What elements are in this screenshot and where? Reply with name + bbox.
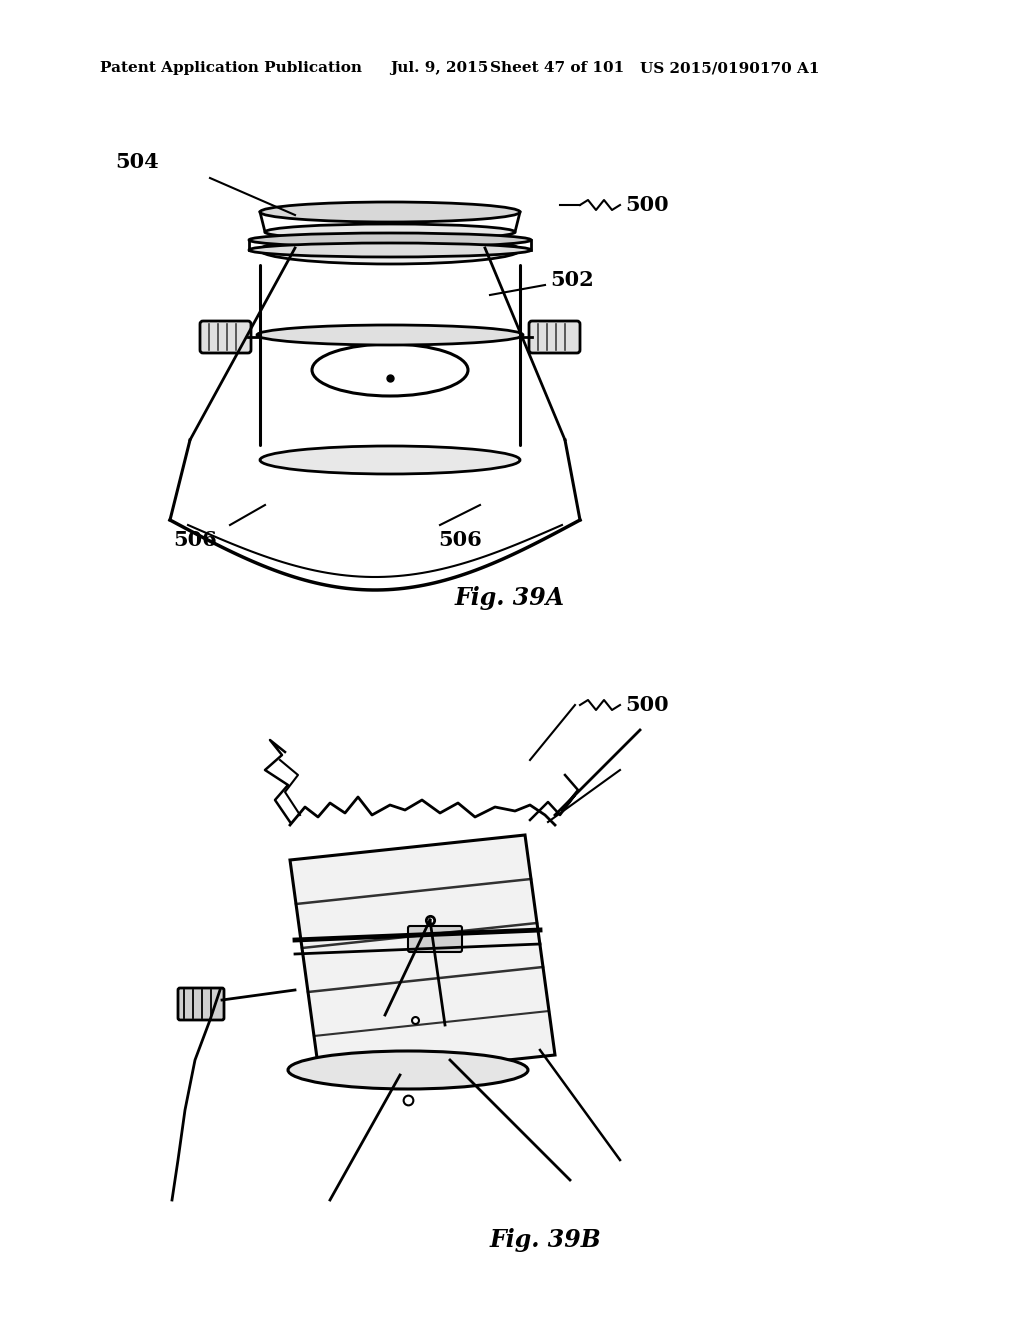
Polygon shape	[290, 836, 555, 1080]
FancyBboxPatch shape	[200, 321, 251, 352]
Ellipse shape	[260, 236, 520, 264]
Ellipse shape	[249, 234, 531, 247]
FancyBboxPatch shape	[178, 987, 224, 1020]
Ellipse shape	[265, 224, 515, 240]
Text: Sheet 47 of 101: Sheet 47 of 101	[490, 61, 625, 75]
Text: 506: 506	[438, 531, 482, 550]
Ellipse shape	[249, 243, 531, 257]
Text: Patent Application Publication: Patent Application Publication	[100, 61, 362, 75]
Ellipse shape	[260, 446, 520, 474]
Text: 500: 500	[625, 696, 669, 715]
Text: US 2015/0190170 A1: US 2015/0190170 A1	[640, 61, 819, 75]
Text: 500: 500	[625, 195, 669, 215]
Text: Fig. 39A: Fig. 39A	[455, 586, 565, 610]
Text: 504: 504	[115, 152, 159, 172]
Text: Fig. 39B: Fig. 39B	[489, 1228, 601, 1251]
Text: Jul. 9, 2015: Jul. 9, 2015	[390, 61, 488, 75]
Ellipse shape	[257, 325, 523, 345]
Ellipse shape	[288, 1051, 528, 1089]
Text: 506: 506	[173, 531, 217, 550]
Text: 502: 502	[550, 271, 594, 290]
Ellipse shape	[260, 202, 520, 222]
FancyBboxPatch shape	[408, 927, 462, 952]
FancyBboxPatch shape	[529, 321, 580, 352]
